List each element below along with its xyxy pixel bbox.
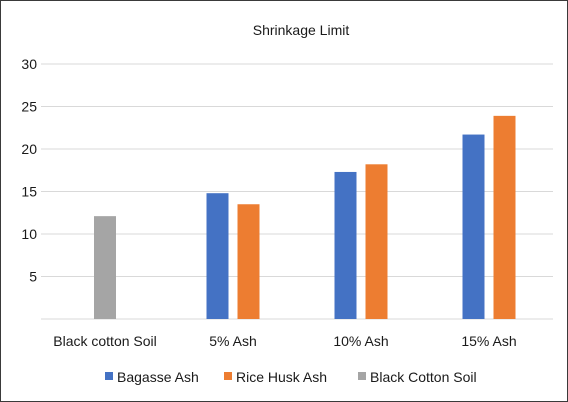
x-tick-label: 10% Ash — [333, 333, 388, 349]
y-tick-label: 10 — [21, 226, 37, 242]
legend-swatch — [358, 372, 366, 380]
y-tick-label: 30 — [21, 56, 37, 72]
bar — [334, 171, 357, 319]
x-tick-label: 5% Ash — [209, 333, 256, 349]
bar — [94, 216, 116, 319]
chart-title: Shrinkage Limit — [253, 22, 350, 38]
y-axis-tick-labels: 5 10 15 20 25 30 — [21, 56, 37, 285]
legend-label: Bagasse Ash — [117, 369, 199, 385]
bar — [206, 193, 229, 319]
x-axis-tick-labels: Black cotton Soil 5% Ash 10% Ash 15% Ash — [53, 333, 516, 349]
bar — [365, 164, 388, 319]
legend-label: Rice Husk Ash — [236, 369, 327, 385]
y-tick-label: 20 — [21, 141, 37, 157]
y-tick-label: 5 — [29, 269, 37, 285]
bar — [237, 204, 260, 319]
bars — [94, 115, 516, 319]
x-tick-label: 15% Ash — [461, 333, 516, 349]
y-tick-label: 15 — [21, 184, 37, 200]
bar — [493, 115, 516, 319]
y-tick-label: 25 — [21, 99, 37, 115]
legend-swatch — [105, 372, 113, 380]
legend-label: Black Cotton Soil — [370, 369, 477, 385]
legend-swatch — [224, 372, 232, 380]
x-tick-label: Black cotton Soil — [53, 333, 157, 349]
gridlines — [41, 63, 553, 320]
bar — [462, 134, 485, 319]
legend: Bagasse Ash Rice Husk Ash Black Cotton Soi… — [105, 369, 477, 385]
